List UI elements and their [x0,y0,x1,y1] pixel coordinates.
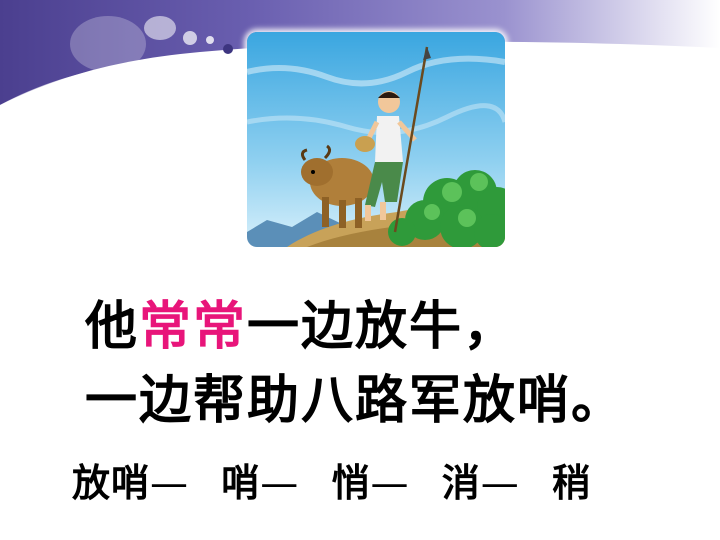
highlighted-word: 常常 [139,297,248,357]
banner-decoration [0,0,720,110]
boy-herding-ox-illustration [247,32,505,247]
sentence-line-2: 一边帮助八路军放哨。 [85,371,626,431]
word-dash: — [260,461,300,505]
word-item: 哨 [221,461,261,505]
sentence-subject: 他 [85,297,140,357]
word-dash: — [480,461,520,505]
word-item: 稍 [552,461,592,505]
word-item: 悄 [331,461,371,505]
word-item: 放哨 [72,461,151,505]
word-dash: — [370,461,410,505]
sentence-rest: 一边放牛， [247,297,518,357]
word-item: 消 [441,461,481,505]
word-dash: — [150,461,190,505]
sentence-line-1: 他常常一边放牛， [85,284,517,359]
word-chain: 放哨— 哨— 悄— 消— 稍 [72,452,591,507]
